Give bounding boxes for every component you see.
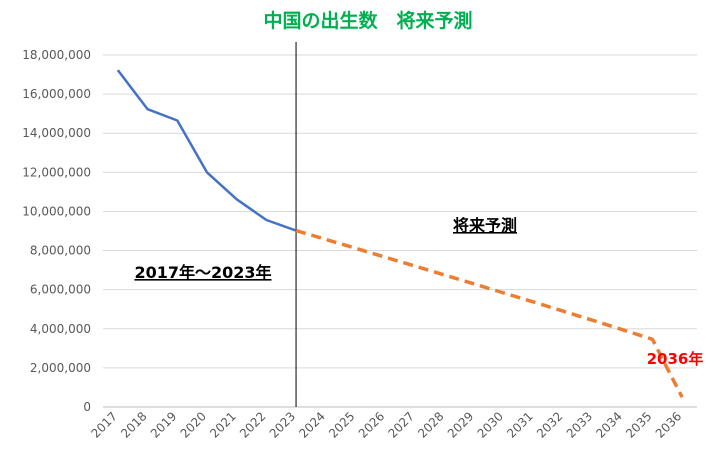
x-tick-label: 2030 xyxy=(475,409,506,440)
y-tick-label: 18,000,000 xyxy=(22,48,91,62)
annotation-forecast: 将来予測 xyxy=(453,216,517,235)
x-tick-label: 2020 xyxy=(178,409,209,440)
y-tick-label: 14,000,000 xyxy=(22,126,91,140)
x-tick-label: 2032 xyxy=(534,409,565,440)
x-tick-label: 2035 xyxy=(623,409,654,440)
y-tick-label: 10,000,000 xyxy=(22,204,91,218)
y-tick-label: 12,000,000 xyxy=(22,165,91,179)
x-tick-label: 2026 xyxy=(356,409,387,440)
y-tick-label: 6,000,000 xyxy=(30,283,91,297)
x-tick-label: 2031 xyxy=(504,409,535,440)
x-tick-label: 2028 xyxy=(415,409,446,440)
x-tick-label: 2022 xyxy=(237,409,268,440)
x-tick-label: 2021 xyxy=(207,409,238,440)
y-tick-label: 2,000,000 xyxy=(30,361,91,375)
y-axis-ticks: 0 2,000,000 4,000,000 6,000,000 8,000,000 10,… xyxy=(22,48,91,414)
series-line-1 xyxy=(116,69,297,232)
chart-title: 中国の出生数 将来予測 xyxy=(263,9,472,32)
x-tick-label: 2029 xyxy=(445,409,476,440)
y-tick-label: 8,000,000 xyxy=(30,244,91,258)
x-tick-label: 2017 xyxy=(88,409,119,440)
annotation-past-range: 2017年～2023年 xyxy=(134,263,271,282)
series-layer xyxy=(116,69,684,398)
x-tick-label: 2024 xyxy=(296,409,327,440)
annotation-end-year: 2036年 xyxy=(647,350,704,368)
x-tick-label: 2036 xyxy=(653,409,684,440)
gridlines xyxy=(103,54,697,408)
x-tick-label: 2019 xyxy=(148,409,179,440)
x-tick-label: 2027 xyxy=(385,409,416,440)
y-tick-label: 0 xyxy=(83,400,91,414)
x-tick-label: 2025 xyxy=(326,409,357,440)
x-axis-ticks: 2017201820192020202120222023202420252026… xyxy=(88,409,684,440)
y-tick-label: 16,000,000 xyxy=(22,87,91,101)
x-tick-label: 2023 xyxy=(267,409,298,440)
y-tick-label: 4,000,000 xyxy=(30,322,91,336)
x-tick-label: 2034 xyxy=(593,409,624,440)
x-tick-label: 2018 xyxy=(118,409,149,440)
series-line-2 xyxy=(295,228,684,398)
x-tick-label: 2033 xyxy=(564,409,595,440)
